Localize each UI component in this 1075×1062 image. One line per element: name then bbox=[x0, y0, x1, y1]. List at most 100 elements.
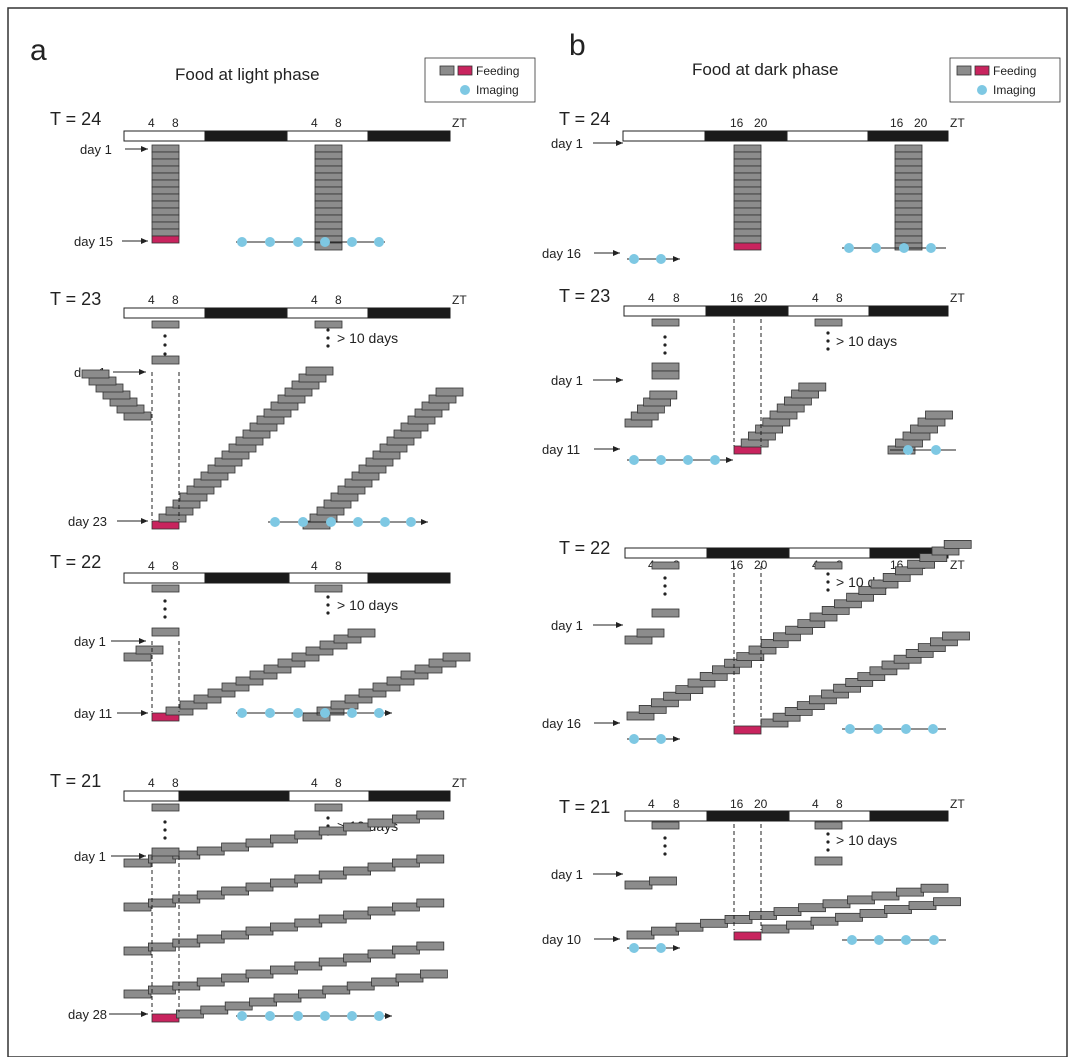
feeding-block bbox=[624, 880, 653, 890]
feeding-block bbox=[814, 318, 843, 327]
imaging-dot bbox=[929, 935, 939, 945]
feeding-stairs bbox=[624, 390, 678, 428]
feeding-block bbox=[896, 887, 924, 897]
legend-gray-swatch bbox=[956, 65, 972, 76]
ellipsis-dots bbox=[663, 836, 667, 856]
feeding-block bbox=[894, 214, 923, 223]
light-dark-bar bbox=[622, 130, 949, 142]
imaging-dot bbox=[320, 1011, 330, 1021]
imaging-dot bbox=[293, 1011, 303, 1021]
last-day-label: day 16 bbox=[542, 246, 581, 261]
feeding-block bbox=[414, 664, 443, 674]
ellipsis-dot bbox=[663, 576, 667, 580]
feeding-block bbox=[651, 362, 680, 372]
imaging-dot bbox=[293, 237, 303, 247]
imaging-dot bbox=[406, 517, 416, 527]
imaging-dot bbox=[871, 243, 881, 253]
first-day-label: day 1 bbox=[551, 373, 583, 388]
zt-label: ZT bbox=[452, 776, 467, 790]
feeding-block bbox=[925, 410, 953, 420]
zt-label: ZT bbox=[452, 116, 467, 130]
ellipsis-dot bbox=[163, 836, 167, 840]
ellipsis-dot bbox=[163, 343, 167, 347]
zt-tick: 4 bbox=[812, 797, 819, 811]
feeding-block bbox=[294, 918, 323, 928]
feeding-block bbox=[894, 221, 923, 230]
legend-panel-a: Feeding Imaging bbox=[424, 57, 536, 103]
light-phase-bar bbox=[788, 810, 871, 822]
feeding-block-highlight bbox=[733, 931, 762, 941]
feeding-block bbox=[322, 985, 351, 995]
feeding-block bbox=[314, 320, 343, 329]
feeding-block bbox=[786, 920, 814, 930]
imaging-dot bbox=[874, 935, 884, 945]
feeding-block bbox=[733, 172, 762, 181]
t-label: T = 21 bbox=[50, 771, 101, 791]
feeding-stairs bbox=[624, 628, 665, 645]
feeding-block bbox=[135, 645, 164, 655]
feeding-block bbox=[894, 200, 923, 209]
imaging-dot bbox=[237, 708, 247, 718]
feeding-block bbox=[123, 946, 152, 956]
imaging-dot bbox=[629, 254, 639, 264]
feeding-block bbox=[391, 902, 420, 912]
feeding-block bbox=[395, 973, 424, 983]
feeding-block bbox=[416, 898, 445, 908]
feeding-block bbox=[651, 821, 680, 830]
feeding-block bbox=[175, 1009, 204, 1019]
feeding-block bbox=[814, 561, 843, 570]
zt-tick: 8 bbox=[335, 293, 342, 307]
ellipsis-dot bbox=[663, 584, 667, 588]
feeding-block bbox=[314, 179, 343, 188]
feeding-block bbox=[346, 981, 375, 991]
feeding-block bbox=[314, 193, 343, 202]
legend-box bbox=[949, 57, 1061, 103]
imaging-dot bbox=[320, 237, 330, 247]
zt-tick: 4 bbox=[148, 116, 155, 130]
feeding-stairs bbox=[624, 876, 677, 890]
zt-label: ZT bbox=[950, 797, 965, 811]
feeding-block bbox=[733, 214, 762, 223]
imaging-dots bbox=[629, 943, 666, 953]
imaging-dot bbox=[629, 455, 639, 465]
more-days-label: > 10 days bbox=[337, 330, 398, 346]
feeding-block bbox=[294, 830, 323, 840]
feeding-block bbox=[367, 862, 396, 872]
feeding-stairs bbox=[151, 355, 180, 365]
feeding-stairs bbox=[760, 631, 970, 728]
light-phase-bar bbox=[623, 305, 707, 317]
imaging-dots bbox=[237, 708, 384, 718]
light-phase-bar bbox=[788, 547, 871, 559]
feeding-block bbox=[344, 694, 373, 704]
feeding-block bbox=[649, 390, 678, 400]
feeding-stairs bbox=[151, 366, 334, 530]
ellipsis-dots bbox=[326, 595, 330, 615]
imaging-timeline bbox=[236, 708, 392, 718]
feeding-block bbox=[942, 631, 970, 641]
feeding-block bbox=[367, 949, 396, 959]
feeding-block bbox=[196, 846, 225, 856]
zt-tick: 8 bbox=[172, 116, 179, 130]
feeding-stack bbox=[314, 144, 343, 251]
feeding-stairs bbox=[626, 540, 972, 721]
zt-label: ZT bbox=[452, 293, 467, 307]
feeding-block bbox=[179, 700, 208, 710]
light-phase-bar bbox=[286, 130, 369, 142]
imaging-dot bbox=[656, 943, 666, 953]
feeding-stairs bbox=[302, 387, 464, 530]
feeding-block bbox=[151, 193, 180, 202]
legend-box bbox=[424, 57, 536, 103]
zt-tick: 20 bbox=[754, 116, 768, 130]
ellipsis-dot bbox=[663, 592, 667, 596]
feeding-block bbox=[343, 866, 372, 876]
feeding-block bbox=[221, 930, 250, 940]
imaging-dot bbox=[374, 708, 384, 718]
light-phase-bar bbox=[787, 305, 870, 317]
feeding-stairs bbox=[733, 931, 762, 941]
feeding-block bbox=[894, 207, 923, 216]
zt-tick: 4 bbox=[648, 797, 655, 811]
feeding-block bbox=[372, 682, 401, 692]
imaging-dots bbox=[629, 455, 720, 465]
row-b-t23: T = 23 4 8 16 20 4 8 ZT > 10 days day 1 … bbox=[542, 286, 965, 465]
zt-tick: 4 bbox=[148, 293, 155, 307]
